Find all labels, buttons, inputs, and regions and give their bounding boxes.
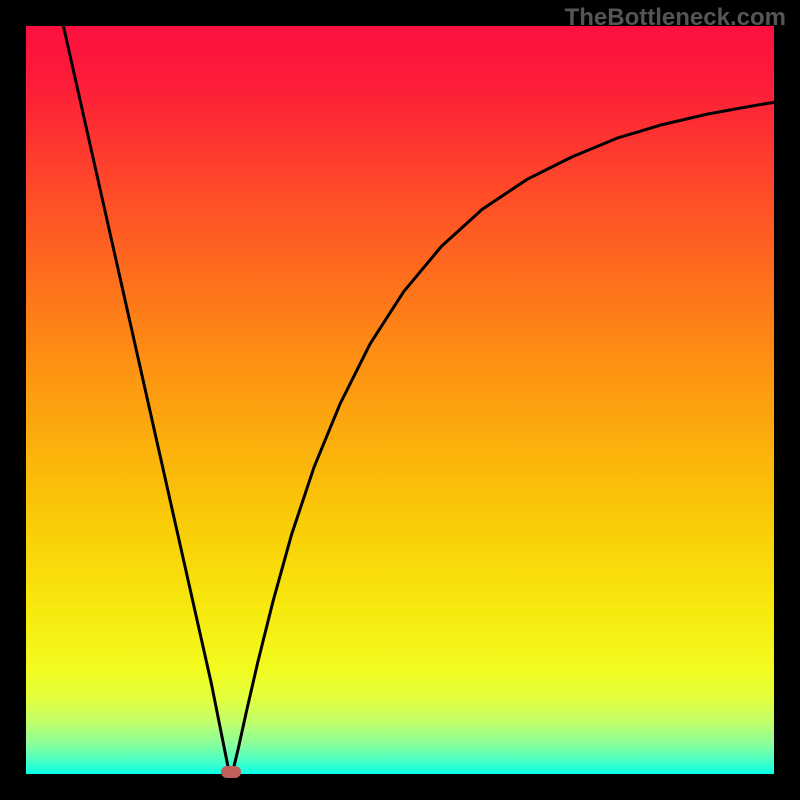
plot-svg (26, 26, 774, 774)
watermark-text: TheBottleneck.com (565, 4, 786, 32)
minimum-marker (221, 766, 241, 778)
gradient-background (26, 26, 774, 774)
plot-area (26, 26, 774, 774)
